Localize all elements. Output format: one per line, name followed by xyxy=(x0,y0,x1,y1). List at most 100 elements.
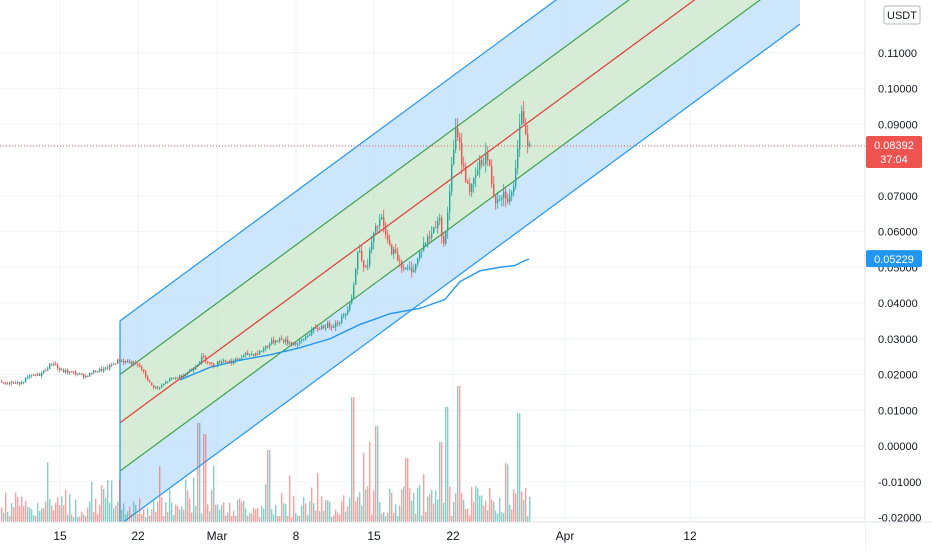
regression-channel[interactable] xyxy=(119,0,801,526)
candle-body xyxy=(109,364,111,369)
volume-bar xyxy=(61,496,63,522)
volume-bar xyxy=(451,515,453,522)
candle-body xyxy=(343,314,345,317)
volume-bar xyxy=(499,497,501,522)
volume-bar xyxy=(283,503,285,522)
y-tick-label: 0.00000 xyxy=(878,441,918,453)
candle-body xyxy=(187,372,189,374)
volume-bar xyxy=(409,488,411,522)
volume-bar xyxy=(55,502,57,522)
candle-body xyxy=(133,362,135,365)
volume-bar xyxy=(81,511,83,522)
volume-bar xyxy=(347,506,349,522)
candle-body xyxy=(447,212,449,231)
currency-badge[interactable]: USDT xyxy=(883,5,921,25)
volume-bar xyxy=(287,515,289,522)
candle-body xyxy=(19,382,21,385)
volume-bar xyxy=(67,514,69,522)
candle-body xyxy=(323,325,325,328)
y-tick-label: 0.01000 xyxy=(878,405,918,417)
volume-bar xyxy=(189,498,191,522)
candle-body xyxy=(151,382,153,386)
volume-bar xyxy=(351,397,353,522)
volume-bar xyxy=(59,505,61,522)
candle-body xyxy=(167,381,169,383)
volume-bar xyxy=(325,500,327,522)
volume-bar xyxy=(97,513,99,522)
volume-bar xyxy=(1,507,3,522)
volume-bar xyxy=(49,499,51,522)
y-axis-panel[interactable] xyxy=(865,0,932,550)
volume-bar xyxy=(295,513,297,522)
volume-bar xyxy=(299,515,301,522)
candle-body xyxy=(325,327,327,329)
volume-bar xyxy=(35,516,37,522)
candle-body xyxy=(355,269,357,285)
candle-body xyxy=(47,368,49,371)
volume-bar xyxy=(375,426,377,522)
volume-bar xyxy=(481,495,483,522)
candle-body xyxy=(291,342,293,345)
volume-bar xyxy=(141,514,143,522)
candle-body xyxy=(299,341,301,344)
moving-average xyxy=(179,258,530,381)
volume-bar xyxy=(353,397,355,522)
volume-bar xyxy=(391,492,393,522)
volume-bar xyxy=(399,505,401,522)
candle-body xyxy=(415,263,417,270)
candle-body xyxy=(311,330,313,335)
candle-body xyxy=(269,343,271,347)
candle-body xyxy=(389,239,391,245)
candle-body xyxy=(95,370,97,373)
volume-bar xyxy=(113,508,115,522)
volume-bar xyxy=(267,450,269,522)
candle-body xyxy=(83,373,85,378)
volume-bar xyxy=(7,511,9,522)
volume-bar xyxy=(269,450,271,522)
candle-body xyxy=(309,334,311,336)
candle-body xyxy=(211,362,213,364)
volume-bar xyxy=(447,406,449,522)
volume-bar xyxy=(421,515,423,522)
volume-bar xyxy=(153,500,155,522)
candle-body xyxy=(375,226,377,233)
volume-bar xyxy=(139,498,141,522)
y-tick-label: 0.04000 xyxy=(878,298,918,310)
candle-body xyxy=(171,377,173,379)
volume-bar xyxy=(367,486,369,522)
x-axis-panel[interactable] xyxy=(0,522,865,550)
volume-bar xyxy=(521,491,523,522)
candle-body xyxy=(215,365,217,367)
volume-bar xyxy=(57,496,59,522)
candle-body xyxy=(349,303,351,310)
volume-bar xyxy=(291,517,293,522)
candle-body xyxy=(129,361,131,363)
candle-body xyxy=(527,133,529,146)
volume-bar xyxy=(293,496,295,522)
candle-body xyxy=(89,373,91,377)
candle-body xyxy=(467,181,469,184)
volume-bar xyxy=(39,510,41,522)
candle-body xyxy=(245,352,247,355)
candle-body xyxy=(321,325,323,330)
x-tick-label: 22 xyxy=(131,529,145,543)
volume-bar xyxy=(405,458,407,522)
candle-body xyxy=(479,160,481,171)
candle-body xyxy=(497,199,499,203)
candle-body xyxy=(189,370,191,373)
volume-bar xyxy=(159,466,161,522)
volume-bar xyxy=(301,505,303,522)
volume-bar xyxy=(361,505,363,522)
candle-body xyxy=(381,216,383,220)
candle-body xyxy=(27,376,29,379)
volume-bar xyxy=(89,501,91,522)
candle-body xyxy=(495,196,497,203)
volume-bar xyxy=(69,494,71,522)
volume-bar xyxy=(455,493,457,522)
candle-body xyxy=(413,269,415,272)
candle-body xyxy=(281,338,283,340)
volume-bar xyxy=(279,516,281,522)
candle-body xyxy=(185,373,187,376)
